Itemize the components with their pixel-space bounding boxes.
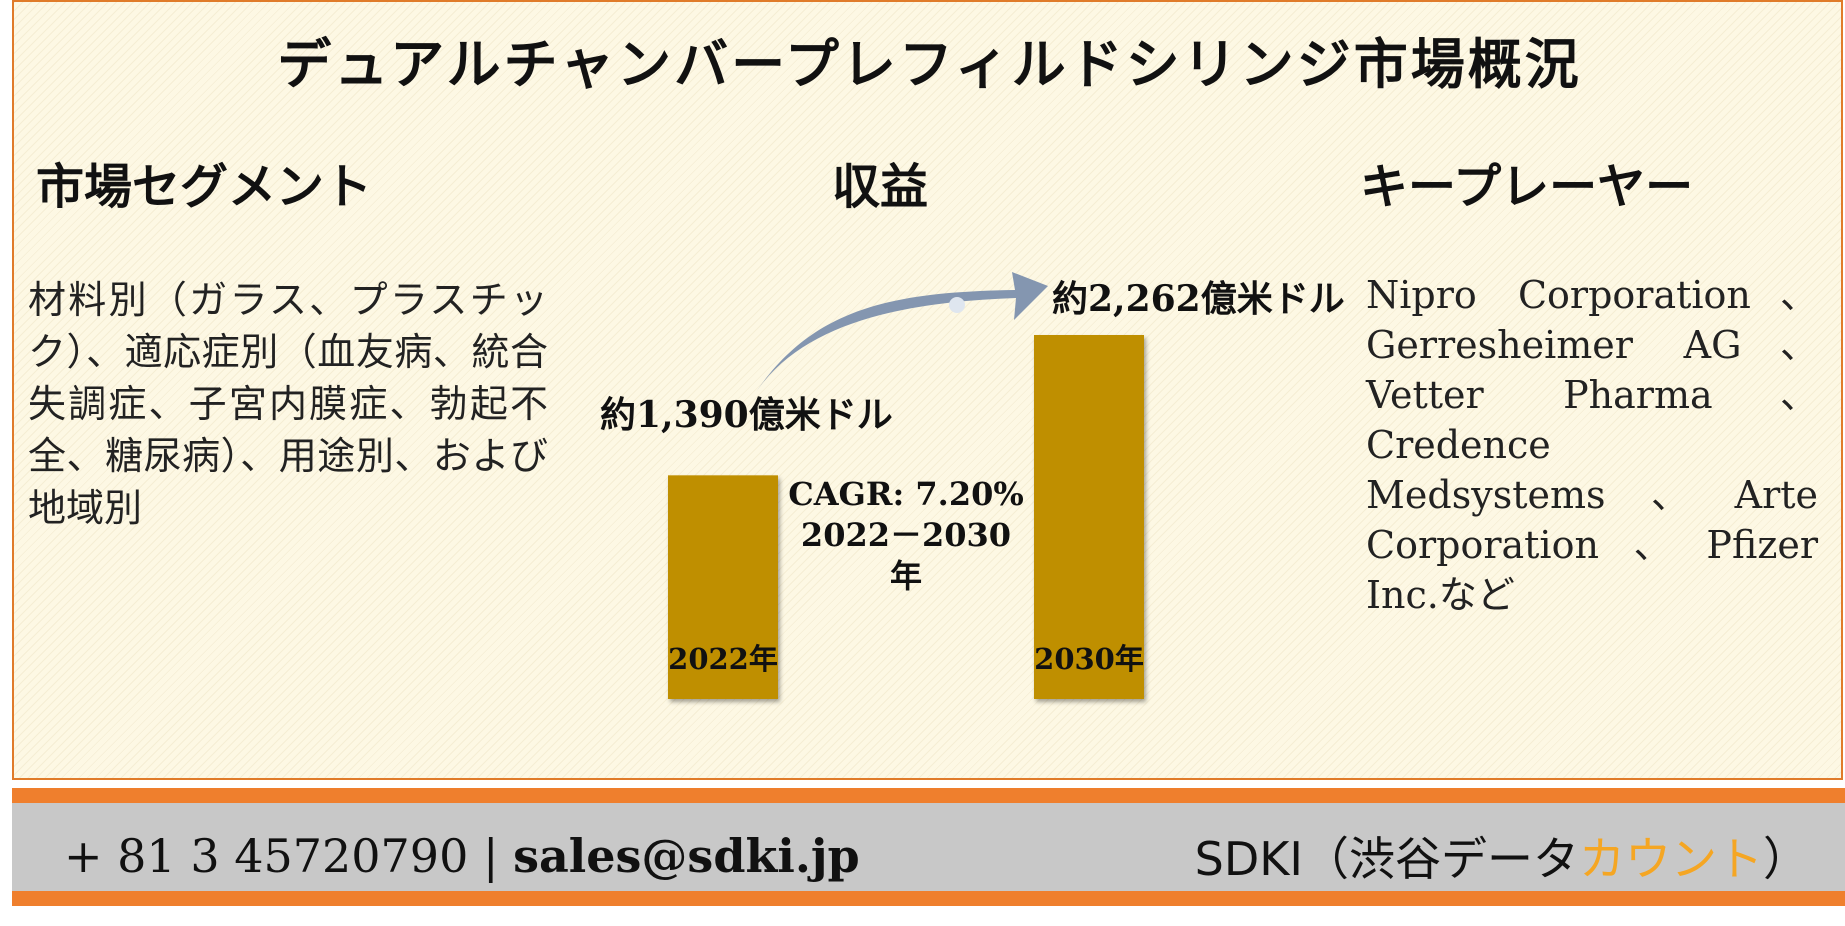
revenue-chart: 2022年 2030年	[668, 272, 1144, 699]
value-label-2022: 約1,390億米ドル	[600, 394, 893, 436]
brand-name: SDKI（渋谷データカウント）	[1195, 823, 1809, 889]
bar-category-label: 2030年	[1034, 642, 1144, 676]
email-link[interactable]: sales@sdki.jp	[513, 829, 860, 883]
brand-prefix: SDKI（渋谷データ	[1194, 832, 1579, 886]
cagr-rate: CAGR: 7.20%	[788, 475, 1024, 513]
players-heading: キープレーヤー	[1360, 159, 1694, 215]
infographic: デュアルチャンバープレフィルドシリンジ市場概況 市場セグメント 収益 キープレー…	[12, 0, 1845, 926]
value-label-2030: 約2,262億米ドル	[1052, 278, 1345, 320]
key-players-text: Nipro Corporation、Gerresheimer AG、Vetter…	[1366, 273, 1818, 617]
bar-2030	[1034, 335, 1144, 699]
cagr-annotation: CAGR: 7.20% 2022－2030年	[786, 474, 1026, 597]
cagr-period: 2022－2030年	[800, 516, 1012, 595]
segments-heading: 市場セグメント	[36, 159, 373, 215]
bar-2022	[668, 475, 778, 699]
brand-suffix: ）	[1763, 832, 1809, 886]
phone-number[interactable]: + 81 3 45720790	[64, 829, 469, 883]
growth-arrow	[756, 272, 1048, 392]
contact-separator: |	[482, 829, 499, 883]
segments-text: 材料別（ガラス、プラスチック）、適応症別（血友病、統合失調症、子宮内膜症、勃起不…	[28, 278, 548, 530]
footer-contact: + 81 3 45720790 | sales@sdki.jp	[64, 829, 860, 883]
revenue-heading: 収益	[832, 159, 929, 215]
bars-group: 2022年 2030年	[668, 335, 1144, 699]
bar-category-label: 2022年	[668, 642, 778, 676]
brand-accent: カウント	[1579, 832, 1763, 886]
main-panel: デュアルチャンバープレフィルドシリンジ市場概況 市場セグメント 収益 キープレー…	[12, 0, 1843, 780]
page-title: デュアルチャンバープレフィルドシリンジ市場概況	[277, 32, 1582, 96]
arrow-highlight-dot	[949, 297, 965, 313]
footer-bar: + 81 3 45720790 | sales@sdki.jp SDKI（渋谷デ…	[12, 788, 1845, 906]
